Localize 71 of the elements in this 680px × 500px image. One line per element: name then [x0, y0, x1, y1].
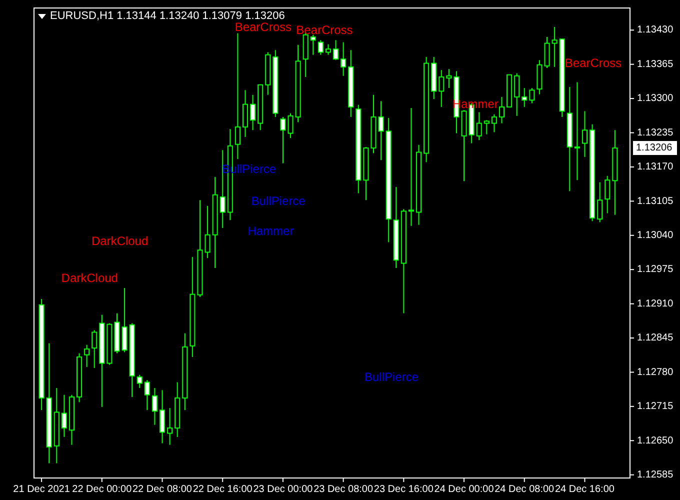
annotation: Hammer [248, 224, 294, 238]
annotation: BullPierce [364, 370, 419, 384]
candlestick [122, 288, 128, 353]
annotation: DarkCloud [91, 234, 148, 248]
x-tick-label: 24 Dec 16:00 [554, 484, 615, 495]
candlestick [242, 90, 248, 138]
candlestick [288, 112, 294, 138]
y-tick-label: 1.13365 [637, 58, 674, 70]
candlestick [333, 40, 339, 61]
candlestick [167, 408, 173, 446]
candlestick [597, 182, 603, 223]
x-tick-label: 22 Dec 08:00 [132, 484, 192, 495]
candlestick [408, 108, 414, 226]
candlestick [204, 205, 210, 258]
x-tick-label: 23 Dec 00:00 [253, 484, 314, 495]
candlestick [152, 388, 158, 426]
chart-title: EURUSD,H1 1.13144 1.13240 1.13079 1.13206 [50, 10, 285, 22]
candlestick [484, 120, 490, 135]
candlestick [491, 114, 497, 133]
candlestick [136, 374, 142, 388]
y-tick-label: 1.13105 [637, 196, 674, 207]
y-tick-label: 1.12650 [637, 435, 674, 446]
candlestick [604, 175, 610, 214]
candlestick [574, 82, 580, 181]
candlestick [144, 380, 150, 411]
annotation: BearCross [234, 20, 292, 34]
annotation: DarkCloud [61, 271, 118, 286]
candlestick [250, 94, 256, 131]
candlestick [84, 344, 90, 368]
candlestick [61, 394, 67, 438]
candlestick [529, 88, 535, 104]
x-tick-label: 23 Dec 16:00 [374, 484, 434, 495]
y-tick-label: 1.12715 [637, 401, 674, 412]
y-tick-label: 1.12975 [637, 264, 674, 276]
y-tick-label: 1.13170 [637, 162, 674, 173]
candlestick [552, 26, 558, 68]
annotation: BullPierce [251, 194, 306, 208]
annotation: BearCross [296, 23, 353, 38]
y-tick-label: 1.12845 [637, 332, 674, 344]
y-tick-label: 1.13300 [637, 93, 674, 104]
annotation: BearCross [564, 56, 622, 70]
candlestick [280, 116, 286, 164]
candlestick [438, 70, 444, 108]
candlestick [522, 88, 528, 108]
y-tick-label: 1.12780 [637, 366, 674, 378]
x-tick-label: 24 Dec 00:00 [434, 484, 494, 495]
y-tick-label: 1.13430 [637, 24, 674, 36]
candlestick [582, 110, 588, 158]
candlestick [514, 72, 520, 116]
x-tick-label: 21 Dec 2021 [13, 484, 70, 495]
candlestick [476, 112, 482, 141]
candlestick [318, 40, 324, 56]
y-tick-label: 1.12910 [637, 298, 674, 310]
y-tick-label: 1.13040 [637, 230, 674, 242]
candlestick [340, 42, 346, 76]
x-tick-label: 22 Dec 16:00 [192, 484, 253, 495]
candlestick [92, 330, 98, 368]
candlestick [310, 34, 316, 56]
candlestick [325, 44, 331, 56]
y-tick-label: 1.12585 [637, 469, 674, 480]
candlestick [159, 390, 166, 444]
candlestick [498, 96, 505, 124]
y-tick-label: 1.13235 [637, 127, 674, 138]
candlestick [544, 36, 550, 68]
candlestick [234, 32, 240, 160]
x-tick-label: 23 Dec 08:00 [314, 484, 374, 495]
candlestick [378, 100, 384, 161]
candlestick [446, 68, 452, 88]
annotation: 1.13206 [636, 142, 673, 154]
x-tick-label: 22 Dec 00:00 [72, 484, 132, 495]
x-tick-label: 24 Dec 08:00 [494, 484, 555, 495]
